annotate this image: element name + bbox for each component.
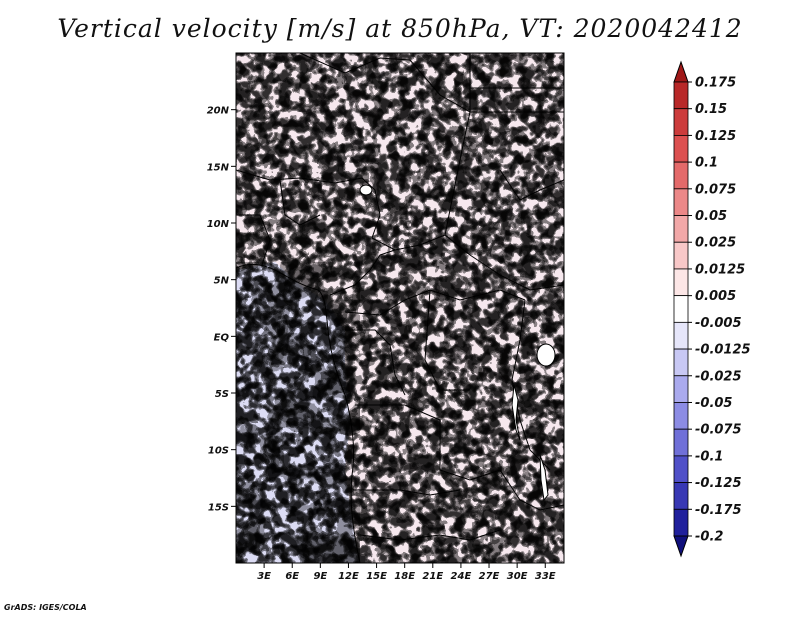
colorbar-label: 0.05 [695, 209, 727, 224]
colorbar-swatch [673, 428, 689, 457]
y-tick-label: 10S [208, 446, 229, 457]
colorbar-label: -0.05 [695, 396, 732, 411]
colorbar-legend: 0.175 0.15 0.125 0.1 0.075 0.05 0.025 0.0125 0.0… [673, 60, 751, 558]
colorbar-label: 0.175 [695, 76, 736, 91]
credit-label: GrADS: IGES/COLA [4, 603, 87, 612]
colorbar-max-arrow [673, 60, 689, 83]
x-tick-label: 27E [479, 571, 500, 582]
colorbar-label: -0.125 [695, 476, 742, 491]
colorbar-swatch [673, 482, 689, 510]
x-tick-label: 15E [366, 571, 387, 582]
x-tick-label: 6E [285, 571, 299, 582]
colorbar-min-arrow [673, 535, 689, 558]
y-tick-label: 5N [214, 276, 230, 287]
y-tick-label: 15N [207, 162, 230, 173]
colorbar-swatch [673, 295, 689, 323]
velocity-field [236, 53, 564, 563]
colorbar-label: -0.075 [695, 423, 742, 438]
colorbar-label: -0.0125 [695, 343, 751, 358]
x-axis: 3E 6E 9E 12E 15E 18E 21E 24E 27E 30E 33E [257, 563, 556, 582]
colorbar-swatch [673, 188, 689, 216]
colorbar-label: 0.1 [695, 156, 718, 171]
colorbar-label: -0.005 [695, 316, 742, 331]
colorbar-swatch [673, 375, 689, 403]
colorbar-swatch [673, 108, 689, 136]
colorbar-swatch [673, 402, 689, 430]
x-tick-label: 9E [313, 571, 327, 582]
y-tick-label: 20N [207, 106, 230, 117]
colorbar-label: 0.075 [695, 182, 736, 197]
colorbar-swatch [673, 161, 689, 190]
x-tick-label: 33E [535, 571, 556, 582]
colorbar-label: 0.0125 [695, 262, 745, 277]
y-tick-label: EQ [214, 332, 230, 343]
colorbar-swatch [673, 508, 689, 537]
colorbar-label: -0.1 [695, 449, 723, 464]
colorbar-swatch [673, 215, 689, 243]
y-tick-label: 5S [215, 389, 229, 400]
y-tick-label: 10N [207, 219, 230, 230]
colorbar-label: -0.025 [695, 369, 742, 384]
colorbar-label: 0.15 [695, 102, 727, 117]
x-tick-label: 3E [257, 571, 271, 582]
x-tick-label: 21E [422, 571, 443, 582]
colorbar-swatch [673, 81, 689, 110]
colorbar-label: 0.025 [695, 236, 736, 251]
colorbar-label: -0.2 [695, 530, 723, 545]
map-title: Vertical velocity [m/s] at 850hPa, VT: 2… [57, 14, 743, 43]
colorbar-swatch [673, 241, 689, 270]
y-axis: 20N 15N 10N 5N EQ 5S 10S 15S [207, 106, 236, 513]
colorbar-swatch [673, 348, 689, 377]
colorbar-label: 0.005 [695, 289, 736, 304]
x-tick-label: 30E [507, 571, 528, 582]
x-tick-label: 12E [338, 571, 359, 582]
colorbar-label: -0.175 [695, 503, 742, 518]
colorbar-label: 0.125 [695, 129, 736, 144]
colorbar-swatch [673, 135, 689, 163]
y-tick-label: 15S [208, 502, 229, 513]
x-tick-label: 24E [451, 571, 472, 582]
colorbar-swatch [673, 455, 689, 483]
x-tick-label: 18E [394, 571, 415, 582]
colorbar-swatch [673, 268, 689, 297]
colorbar-swatch [673, 321, 689, 350]
